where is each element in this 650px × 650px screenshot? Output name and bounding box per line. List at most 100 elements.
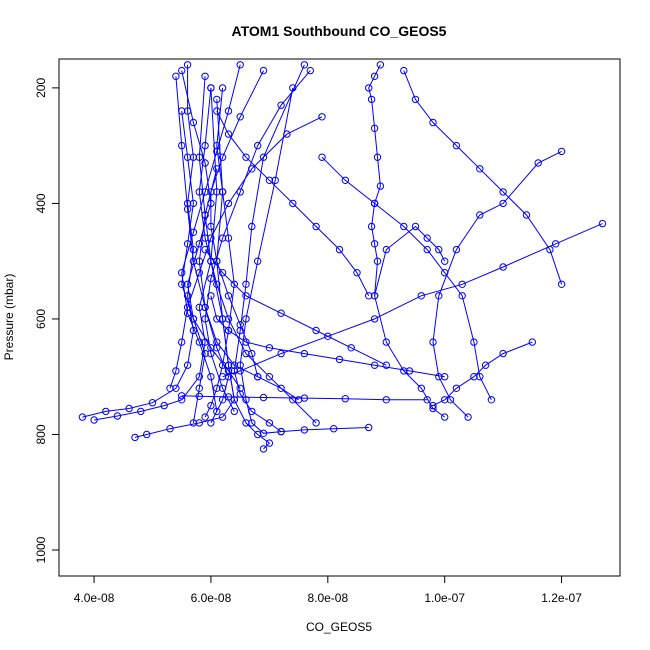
- data-point: [400, 222, 408, 231]
- data-point: [546, 245, 554, 254]
- y-tick-label: 200: [34, 78, 48, 98]
- series-27: [201, 84, 239, 421]
- data-point: [335, 245, 344, 254]
- data-point: [476, 373, 484, 381]
- series-21: [201, 245, 390, 369]
- data-point: [125, 404, 133, 413]
- data-point: [113, 412, 122, 420]
- data-point: [201, 141, 209, 150]
- data-point: [277, 309, 285, 317]
- series-5: [230, 61, 309, 436]
- data-point: [224, 361, 233, 369]
- series-line: [82, 64, 194, 418]
- data-point: [464, 413, 472, 421]
- data-point: [224, 130, 233, 138]
- data-point: [195, 373, 204, 381]
- data-point: [248, 222, 256, 231]
- data-point: [213, 338, 221, 346]
- data-point: [189, 118, 198, 127]
- series-17: [201, 66, 314, 416]
- data-point: [207, 349, 215, 358]
- data-point: [441, 257, 449, 265]
- data-point: [178, 107, 186, 115]
- data-point: [183, 361, 192, 369]
- data-point: [195, 240, 204, 248]
- data-point: [429, 118, 437, 127]
- data-point: [218, 315, 227, 323]
- series-line: [169, 116, 323, 389]
- data-point: [499, 199, 507, 208]
- series-12: [400, 66, 566, 288]
- series-line: [204, 249, 387, 366]
- data-point: [429, 401, 437, 410]
- data-point: [201, 211, 209, 219]
- data-point: [201, 303, 209, 312]
- data-point: [528, 338, 536, 346]
- data-point: [289, 396, 297, 404]
- data-point: [195, 257, 204, 265]
- data-point: [207, 84, 215, 92]
- data-point: [373, 257, 382, 265]
- series-7: [365, 61, 385, 300]
- data-point: [195, 338, 204, 346]
- data-point: [376, 61, 385, 69]
- data-point: [481, 361, 490, 369]
- data-point: [598, 219, 607, 228]
- data-point: [370, 240, 379, 248]
- series-6: [236, 84, 373, 437]
- data-point: [277, 349, 285, 358]
- data-point: [207, 373, 215, 381]
- data-point: [207, 344, 215, 352]
- data-point: [178, 141, 186, 150]
- data-point: [224, 292, 233, 300]
- data-point: [417, 292, 425, 300]
- data-point: [207, 419, 215, 427]
- data-point: [218, 361, 227, 369]
- data-point: [207, 188, 215, 196]
- data-point: [259, 429, 268, 437]
- data-point: [353, 269, 361, 277]
- series-4: [213, 95, 274, 453]
- data-point: [373, 153, 382, 161]
- y-axis-label: Pressure (mbar): [2, 274, 16, 361]
- data-point: [218, 413, 227, 421]
- x-axis: 4.0e-08 6.0e-08 8.0e-08 1.0e-07 1.2e-07: [74, 575, 582, 605]
- y-tick-label: 600: [34, 309, 48, 329]
- series-line: [204, 70, 311, 412]
- data-point: [178, 392, 186, 400]
- data-point: [318, 153, 326, 161]
- data-point: [189, 419, 198, 427]
- series-19: [178, 66, 215, 427]
- data-point: [207, 234, 215, 242]
- data-point: [195, 153, 204, 161]
- data-point: [213, 95, 221, 104]
- x-tick-label: 4.0e-08: [74, 591, 115, 605]
- data-point: [224, 199, 233, 208]
- data-point: [172, 384, 180, 392]
- data-point: [218, 269, 227, 277]
- data-point: [405, 367, 414, 375]
- data-point: [172, 367, 180, 375]
- data-point: [271, 176, 279, 185]
- series-23: [195, 165, 303, 404]
- data-point: [213, 384, 221, 392]
- data-point: [183, 240, 192, 248]
- plot-frame: [58, 58, 621, 577]
- data-point: [411, 95, 420, 104]
- data-point: [458, 280, 466, 288]
- data-point: [452, 141, 461, 150]
- data-point: [207, 222, 215, 231]
- data-point: [417, 384, 425, 392]
- data-point: [476, 165, 484, 173]
- data-point: [242, 292, 250, 300]
- data-point: [347, 344, 355, 352]
- data-point: [230, 280, 239, 288]
- data-point: [300, 61, 309, 69]
- data-point: [367, 95, 376, 104]
- data-point: [365, 84, 373, 92]
- data-point: [259, 66, 268, 75]
- data-point: [195, 392, 204, 400]
- series-line: [198, 168, 299, 401]
- data-point: [224, 367, 233, 375]
- data-point: [324, 332, 332, 340]
